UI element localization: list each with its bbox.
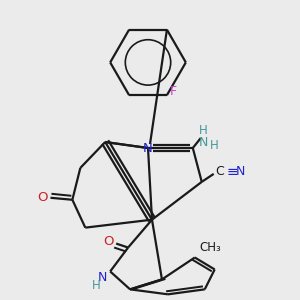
Text: N: N (236, 165, 245, 178)
Text: N: N (98, 271, 107, 284)
Text: H: H (199, 124, 208, 136)
Text: O: O (103, 235, 113, 248)
Text: O: O (37, 191, 48, 204)
Text: F: F (170, 85, 177, 98)
Text: N: N (143, 142, 153, 154)
Text: H: H (210, 139, 218, 152)
Text: ≡: ≡ (226, 165, 238, 179)
Text: C: C (216, 165, 224, 178)
Text: N: N (199, 136, 208, 148)
Text: H: H (92, 279, 100, 292)
Text: CH₃: CH₃ (200, 241, 221, 254)
